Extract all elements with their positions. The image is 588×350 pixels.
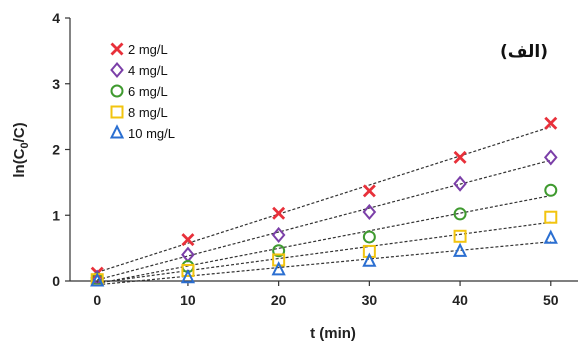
x-tick-label: 10 [180, 292, 196, 308]
x-axis-title: t (min) [310, 325, 356, 342]
trendline-0 [97, 126, 551, 273]
data-point [452, 242, 468, 257]
data-point [362, 230, 376, 244]
data-point [90, 272, 105, 287]
data-point [181, 233, 195, 247]
legend-entry-label: 6 mg/L [128, 84, 168, 99]
trendlines [97, 126, 551, 286]
trendline-1 [97, 159, 551, 281]
data-point [272, 206, 286, 220]
x-tick-label: 20 [271, 292, 287, 308]
data-point [544, 183, 558, 197]
legend-entry-label: 2 mg/L [128, 42, 168, 57]
trendline-2 [97, 195, 551, 285]
legend-entry-label: 10 mg/L [128, 126, 175, 141]
y-axis-title: ln(C0/C) [11, 122, 31, 177]
y-axis-title-main: ln(C [11, 148, 28, 177]
y-tick-label: 4 [52, 10, 60, 26]
data-points [90, 116, 558, 287]
data-point [543, 229, 558, 244]
y-axis-title-subscript: 0 [19, 142, 31, 148]
legend-marker [110, 42, 124, 56]
data-point [180, 268, 196, 284]
data-point [453, 150, 467, 164]
y-axis-title-end: /C) [11, 122, 28, 142]
data-point [544, 116, 558, 130]
trendline-4 [97, 241, 551, 286]
x-tick-label: 30 [362, 292, 378, 308]
x-tick-label: 50 [543, 292, 559, 308]
data-point [272, 244, 286, 258]
data-point [181, 263, 195, 277]
data-point [362, 203, 377, 221]
legend-entry-label: 8 mg/L [128, 105, 168, 120]
panel-label: (الف) [500, 42, 548, 62]
data-point [362, 184, 376, 198]
legend-marker [110, 61, 124, 79]
data-point [543, 149, 558, 166]
legend-marker [110, 84, 124, 98]
data-point [453, 229, 467, 243]
legend-entry-label: 4 mg/L [128, 63, 168, 78]
data-point [362, 252, 377, 267]
x-tick-label: 40 [452, 292, 468, 308]
data-point [453, 175, 467, 192]
legend: 2 mg/L 4 mg/L 6 mg/L 8 mg/L 10 mg/L [109, 42, 175, 141]
y-tick-label: 2 [52, 142, 60, 158]
legend-marker [109, 124, 125, 139]
data-point [453, 207, 467, 221]
legend-marker [110, 105, 124, 119]
data-point [271, 261, 286, 276]
trendline-3 [97, 221, 551, 284]
y-tick-label: 0 [52, 273, 60, 289]
data-point [544, 210, 558, 224]
x-tick-label: 0 [93, 292, 101, 308]
y-tick-label: 1 [52, 207, 60, 223]
data-point [271, 226, 286, 244]
y-tick-label: 3 [52, 76, 60, 92]
